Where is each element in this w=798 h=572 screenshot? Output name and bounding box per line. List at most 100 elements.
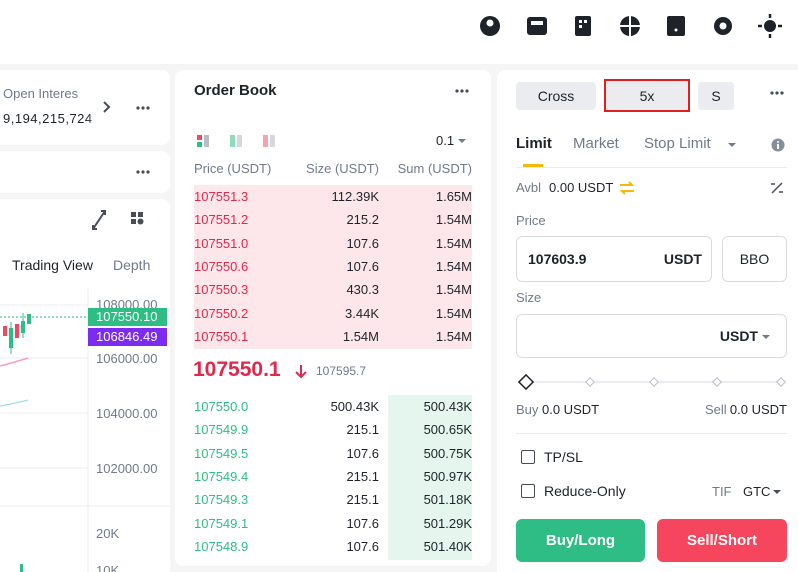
trading-view-tab[interactable]: Trading View	[12, 257, 93, 273]
layout-icon[interactable]	[131, 212, 144, 225]
sell-short-button[interactable]: Sell/Short	[657, 519, 787, 562]
caret-icon[interactable]	[772, 487, 784, 497]
ask-row: 107550.1 1.54M 1.54M	[194, 325, 472, 348]
size: 112.39K	[331, 189, 379, 204]
more-icon[interactable]	[766, 86, 790, 100]
asks-view-icon[interactable]	[263, 135, 275, 147]
size: 3.44K	[345, 305, 379, 321]
depth-tab[interactable]: Depth	[113, 257, 151, 273]
theme-icon[interactable]	[764, 20, 776, 32]
tif-label: TIF	[712, 484, 732, 499]
order-book-title: Order Book	[194, 82, 277, 99]
tif-value[interactable]: GTC	[743, 484, 771, 499]
asks-depth	[194, 185, 472, 349]
size-slider[interactable]	[514, 372, 790, 392]
sum: 501.40K	[423, 539, 472, 555]
both-view-icon[interactable]	[197, 135, 209, 147]
tpsl-checkbox[interactable]	[521, 450, 535, 464]
market-tab[interactable]: Market	[573, 135, 619, 152]
caret-icon[interactable]	[727, 140, 739, 150]
position-mode-button[interactable]: S	[698, 82, 734, 110]
price-unit: USDT	[663, 251, 702, 267]
calculator-icon[interactable]	[769, 180, 785, 196]
more-icon[interactable]	[136, 106, 150, 110]
bbo-button[interactable]: BBO	[722, 236, 787, 282]
sum: 1.54M	[435, 259, 472, 275]
down-arrow-icon	[295, 365, 307, 379]
chart-card	[0, 199, 170, 572]
sum: 1.54M	[435, 235, 472, 251]
reduce-only-checkbox[interactable]	[521, 484, 535, 498]
buy-long-button[interactable]: Buy/Long	[516, 519, 645, 562]
buy-label: Buy	[516, 402, 539, 417]
top-icons	[480, 14, 782, 38]
price: 107551.3	[194, 189, 249, 204]
bids-depth	[388, 395, 472, 560]
last-price: 107550.1	[193, 358, 281, 381]
bid-row: 107549.5 107.6 500.75K	[194, 442, 472, 465]
sum: 501.29K	[423, 515, 472, 531]
orders-icon[interactable]	[575, 16, 591, 36]
size: 215.2	[346, 212, 379, 228]
size-header: Size (USDT)	[306, 161, 379, 176]
tpsl-label: TP/SL	[544, 449, 583, 465]
size: 1.54M	[342, 329, 379, 345]
more-icon[interactable]	[130, 165, 154, 179]
size: 107.6	[346, 235, 379, 251]
open-interest-value: 9,194,215,724	[3, 111, 93, 126]
bids-view-icon[interactable]	[230, 135, 242, 147]
bid-row: 107550.0 500.43K 500.43K	[194, 395, 472, 418]
leverage-button[interactable]: 5x	[604, 79, 690, 112]
price: 107550.3	[194, 282, 249, 298]
bid-row: 107549.9 215.1 500.65K	[194, 418, 472, 441]
size-label: Size	[516, 290, 542, 305]
help-icon[interactable]	[667, 16, 685, 36]
price: 107549.1	[194, 515, 249, 531]
size: 215.1	[346, 422, 379, 438]
bid-row: 107548.9 107.6 501.40K	[194, 535, 472, 558]
precision-select[interactable]: 0.1	[436, 133, 455, 148]
ask-row: 107551.3 112.39K 1.65M	[194, 185, 472, 208]
sum: 500.75K	[423, 445, 472, 461]
available-label: Avbl	[516, 180, 542, 195]
caret-icon[interactable]	[761, 332, 773, 342]
size: 430.3	[346, 282, 379, 298]
ask-row: 107550.2 3.44K 1.54M	[194, 302, 472, 325]
limit-tab[interactable]: Limit	[516, 135, 552, 152]
top-bar	[0, 0, 798, 64]
price-axis-label: 102000.00	[96, 461, 158, 476]
price: 107549.9	[194, 422, 249, 438]
price: 107548.9	[194, 539, 249, 555]
sum: 1.65M	[435, 189, 472, 204]
price: 107551.0	[194, 235, 249, 251]
open-interest-label: Open Interes	[3, 86, 79, 101]
margin-mode-button[interactable]: Cross	[516, 82, 596, 110]
ask-row: 107550.3 430.3 1.54M	[194, 278, 472, 301]
size-unit[interactable]: USDT	[719, 328, 758, 344]
price-input[interactable]	[516, 236, 712, 282]
sell-value: 0.0 USDT	[729, 402, 787, 417]
divider	[516, 433, 787, 434]
caret-icon[interactable]	[457, 136, 467, 146]
price-axis-label: 106000.00	[96, 351, 158, 366]
price-axis-label: 104000.00	[96, 406, 158, 421]
wallet-icon[interactable]	[527, 17, 547, 35]
price: 107549.3	[194, 492, 249, 508]
size: 107.6	[346, 445, 379, 461]
order-form-card	[497, 70, 798, 572]
info-icon[interactable]	[770, 137, 786, 153]
expand-icon[interactable]	[92, 210, 106, 230]
stop-limit-tab[interactable]: Stop Limit	[644, 135, 711, 152]
mark-price-tag: 106846.49	[88, 328, 167, 346]
size: 500.43K	[330, 399, 379, 414]
more-icon[interactable]	[450, 84, 474, 98]
transfer-icon[interactable]	[618, 180, 636, 196]
bid-row: 107549.4 215.1 500.97K	[194, 465, 472, 488]
price-input-value: 107603.9	[528, 251, 587, 267]
size-input[interactable]	[516, 314, 787, 358]
next-icon[interactable]	[103, 101, 111, 113]
ask-row: 107551.2 215.2 1.54M	[194, 208, 472, 231]
view-toggles	[197, 135, 275, 147]
price: 107550.1	[194, 329, 249, 345]
price: 107550.0	[194, 399, 249, 414]
